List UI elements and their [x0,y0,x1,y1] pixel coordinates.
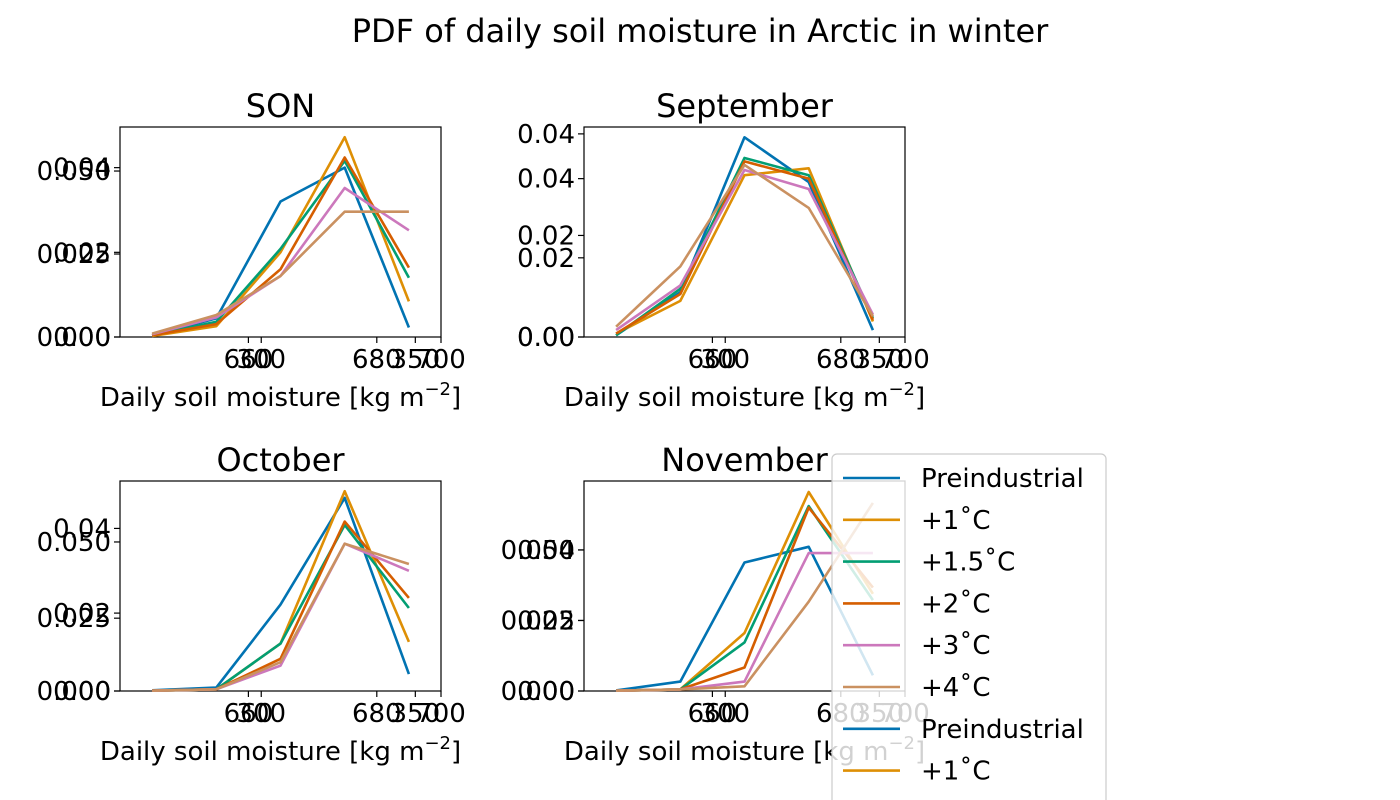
y-tick-label: 0.050 [37,157,111,187]
x-tick-label: 350 [390,699,440,729]
axes-frame [119,480,442,692]
y-tick-label: 0.00 [53,677,111,707]
series-line [151,156,411,337]
x-tick-label: 680 [816,345,866,375]
legend-label: Preindustrial [921,715,1084,745]
x-tick-label: 660 [224,699,274,729]
x-axis-label: Daily soil moisture [kg m−2] [564,379,925,413]
legend-label: +1˚C [921,757,990,787]
legend: Preindustrial +1˚C +1.5˚C +2˚C +3˚C +4˚C Prein… [831,453,1107,800]
legend-box [831,453,1107,800]
y-tick-label: 0.000 [37,677,111,707]
y-tick-label: 0.04 [53,154,111,184]
x-tick-label: 700 [416,345,466,375]
series-line [152,542,410,692]
y-tick-label: 0.050 [37,528,111,558]
series-line [615,163,875,328]
y-tick-label: 0.025 [37,604,111,634]
x-tick-label: 660 [224,345,274,375]
series-line [615,545,875,692]
y-tick-label: 0.04 [517,165,575,195]
axes-frame [583,126,906,338]
y-tick-label: 0.02 [53,238,111,268]
x-tick-label: 350 [390,345,440,375]
x-tick-label: 300 [700,345,750,375]
y-tick-label: 0.00 [517,323,575,353]
legend-label: +2˚C [921,589,990,619]
series-line [151,159,411,337]
x-tick-label: 300 [236,345,286,375]
y-tick-label: 0.050 [501,536,575,566]
x-tick-label: 680 [352,699,402,729]
legend-label: +3˚C [921,631,990,661]
y-tick-label: 0.02 [53,599,111,629]
y-tick-label: 0.00 [517,677,575,707]
series-line [615,168,875,332]
series-line [616,502,874,692]
x-tick-label: 660 [688,699,738,729]
x-tick-label: 700 [880,345,930,375]
y-tick-label: 0.04 [517,120,575,150]
legend-label: Preindustrial [921,464,1084,494]
y-tick-label: 0.02 [517,606,575,636]
x-tick-label: 300 [700,699,750,729]
y-tick-label: 0.00 [517,323,575,353]
y-tick-label: 0.02 [517,221,575,251]
series-line [615,160,875,335]
axes-frame [119,126,442,338]
series-line [615,167,875,335]
x-tick-label: 660 [688,345,738,375]
y-tick-label: 0.00 [53,323,111,353]
series-line [151,210,409,335]
x-tick-label: 300 [236,699,286,729]
subplot-title: November [661,441,828,479]
x-axis-label: Daily soil moisture [kg m−2] [100,733,461,767]
y-tick-label: 0.025 [37,240,111,270]
y-tick-label: 0.04 [517,536,575,566]
legend-label: +1˚C [921,506,990,536]
y-tick-label: 0.000 [501,677,575,707]
y-tick-label: 0.04 [53,514,111,544]
figure-title: PDF of daily soil moisture in Arctic in … [352,12,1049,50]
subplot-title: SON [246,87,315,125]
series-line [151,135,411,338]
y-tick-label: 0.000 [37,323,111,353]
legend-label: +4˚C [921,673,990,703]
x-tick-label: 350 [854,345,904,375]
x-tick-label: 700 [416,699,466,729]
x-tick-label: 680 [352,345,402,375]
x-axis-label: Daily soil moisture [kg m−2] [100,379,461,413]
legend-label: +1.5˚C [921,548,1015,578]
y-tick-label: 0.025 [501,606,575,636]
subplot-title: September [656,87,834,125]
y-tick-label: 0.02 [517,244,575,274]
subplot-title: October [216,441,345,479]
